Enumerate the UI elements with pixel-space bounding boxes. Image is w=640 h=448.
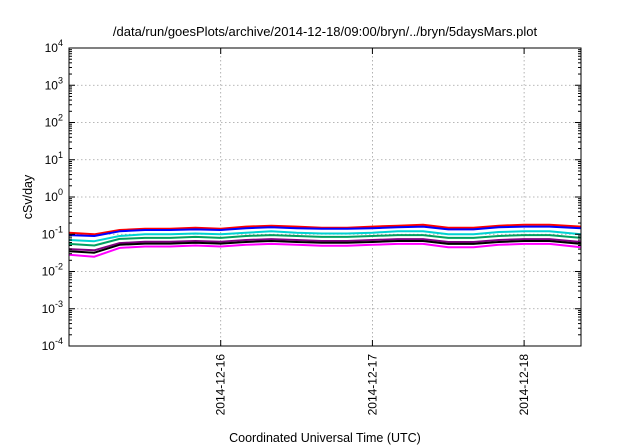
y-tick-base: 10 (45, 41, 59, 55)
y-tick-label: 101 (45, 150, 63, 167)
x-tick-label: 2014-12-17 (365, 354, 379, 416)
y-tick-label: 102 (45, 113, 63, 130)
series-line (68, 230, 582, 243)
y-tick-base: 10 (42, 227, 56, 241)
series-line (68, 242, 582, 258)
y-tick-exponent: -3 (55, 299, 63, 309)
series-line (68, 240, 582, 254)
y-tick-label: 10-4 (42, 336, 63, 353)
y-tick-label: 10-3 (42, 299, 63, 316)
y-tick-base: 10 (42, 302, 56, 316)
y-tick-base: 10 (45, 78, 59, 92)
x-axis: 2014-12-16 2014-12-17 2014-12-18 (214, 48, 531, 415)
grid-lines (69, 48, 581, 346)
y-tick-exponent: -2 (55, 262, 63, 272)
y-tick-base: 10 (45, 153, 59, 167)
series-line (68, 234, 582, 247)
y-tick-base: 10 (42, 339, 56, 353)
y-tick-base: 10 (45, 190, 59, 204)
y-tick-label: 10-1 (42, 224, 63, 241)
y-tick-exponent: -1 (55, 224, 63, 234)
series-lines (68, 223, 582, 258)
y-tick-label: 104 (45, 38, 63, 55)
y-tick-exponent: -4 (55, 336, 63, 346)
chart-title: /data/run/goesPlots/archive/2014-12-18/0… (113, 24, 538, 39)
y-tick-base: 10 (45, 116, 59, 130)
y-tick-label: 100 (45, 187, 63, 204)
y-tick-label: 103 (45, 75, 63, 92)
y-axis-label: cSv/day (21, 174, 35, 219)
y-tick-base: 10 (42, 265, 56, 279)
series-line (68, 225, 582, 237)
x-axis-label: Coordinated Universal Time (UTC) (229, 431, 421, 445)
y-tick-exponent: 0 (58, 187, 63, 197)
y-tick-exponent: 3 (58, 75, 63, 85)
x-tick-label: 2014-12-16 (214, 354, 228, 416)
y-tick-label: 10-2 (42, 262, 63, 279)
y-tick-exponent: 1 (58, 150, 63, 160)
series-line (68, 238, 582, 252)
y-tick-exponent: 4 (58, 38, 63, 48)
x-tick-label: 2014-12-18 (517, 354, 531, 416)
series-line (68, 223, 582, 236)
y-tick-exponent: 2 (58, 113, 63, 123)
